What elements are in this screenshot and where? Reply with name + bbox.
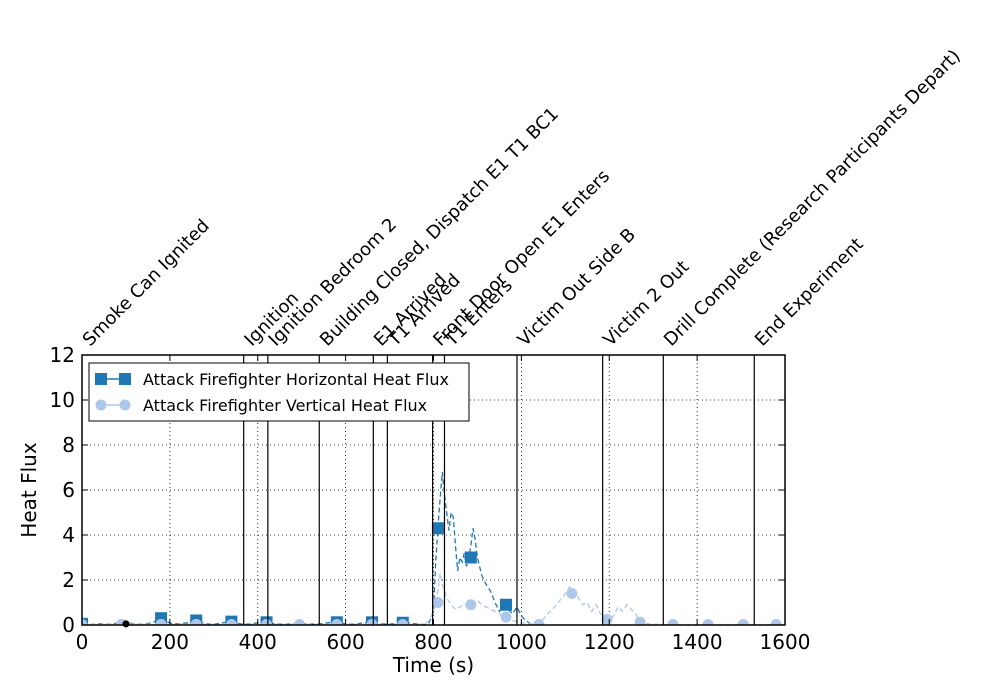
series-layer	[82, 471, 785, 628]
legend-swatch-marker	[119, 399, 131, 411]
data-point-vertical	[397, 619, 409, 625]
x-tick-label: 800	[414, 630, 452, 654]
y-tick-label: 4	[62, 523, 75, 547]
event-label: Drill Complete (Research Participants De…	[660, 46, 965, 351]
data-point-vertical	[82, 619, 88, 625]
data-point-marker	[122, 620, 130, 628]
event-label: Building Closed, Dispatch E1 T1 BC1	[316, 104, 563, 351]
legend-label: Attack Firefighter Horizontal Heat Flux	[143, 370, 449, 389]
y-tick-label: 10	[50, 388, 75, 412]
data-point-vertical	[225, 619, 237, 625]
data-point-vertical	[601, 613, 613, 625]
axis-ticks: 0 200 400 600 800 1000 1200 1400 1600 0 2 4 6 8 10 12	[50, 343, 811, 654]
data-point-vertical	[432, 597, 444, 608]
legend-box	[88, 362, 470, 422]
series-line-0	[82, 471, 531, 625]
y-axis-label: Heat Flux	[17, 442, 41, 538]
data-point-vertical	[190, 618, 202, 625]
data-point-horizontal	[499, 598, 512, 611]
data-point-vertical	[293, 619, 305, 625]
x-tick-label: 200	[151, 630, 189, 654]
legend-swatch-marker	[95, 399, 107, 411]
y-tick-label: 12	[50, 343, 75, 367]
x-tick-label: 1000	[496, 630, 547, 654]
x-tick-label: 400	[239, 630, 277, 654]
x-tick-label: 0	[76, 630, 89, 654]
y-tick-label: 0	[62, 613, 75, 637]
data-point-vertical	[500, 611, 512, 623]
x-tick-label: 600	[327, 630, 365, 654]
legend: Attack Firefighter Horizontal Heat Flux …	[88, 362, 470, 422]
data-point-vertical	[261, 619, 273, 625]
data-point-vertical	[155, 618, 167, 625]
data-point-vertical	[702, 619, 714, 625]
data-point-vertical	[533, 619, 545, 625]
data-point-vertical	[465, 599, 477, 611]
x-axis-label: Time (s)	[392, 653, 474, 677]
legend-label: Attack Firefighter Vertical Heat Flux	[143, 396, 427, 415]
data-point-vertical	[331, 619, 343, 625]
data-point-vertical	[667, 619, 679, 625]
x-tick-label: 1200	[584, 630, 635, 654]
y-tick-label: 8	[62, 433, 75, 457]
data-point-vertical	[366, 618, 378, 625]
data-point-vertical	[737, 619, 749, 625]
legend-entry-vertical: Attack Firefighter Vertical Heat Flux	[95, 396, 427, 415]
legend-entry-horizontal: Attack Firefighter Horizontal Heat Flux	[95, 370, 449, 389]
y-tick-label: 2	[62, 568, 75, 592]
x-tick-label: 1600	[760, 630, 811, 654]
data-point-vertical	[634, 616, 646, 625]
legend-swatch-marker	[95, 373, 107, 385]
event-label: Smoke Can Ignited	[79, 215, 214, 350]
x-tick-label: 1400	[672, 630, 723, 654]
data-point-horizontal	[431, 522, 444, 535]
y-tick-label: 6	[62, 478, 75, 502]
data-point-vertical	[566, 588, 578, 599]
data-point-horizontal	[464, 551, 477, 564]
data-point-vertical	[770, 619, 782, 625]
legend-swatch-marker	[119, 373, 131, 385]
